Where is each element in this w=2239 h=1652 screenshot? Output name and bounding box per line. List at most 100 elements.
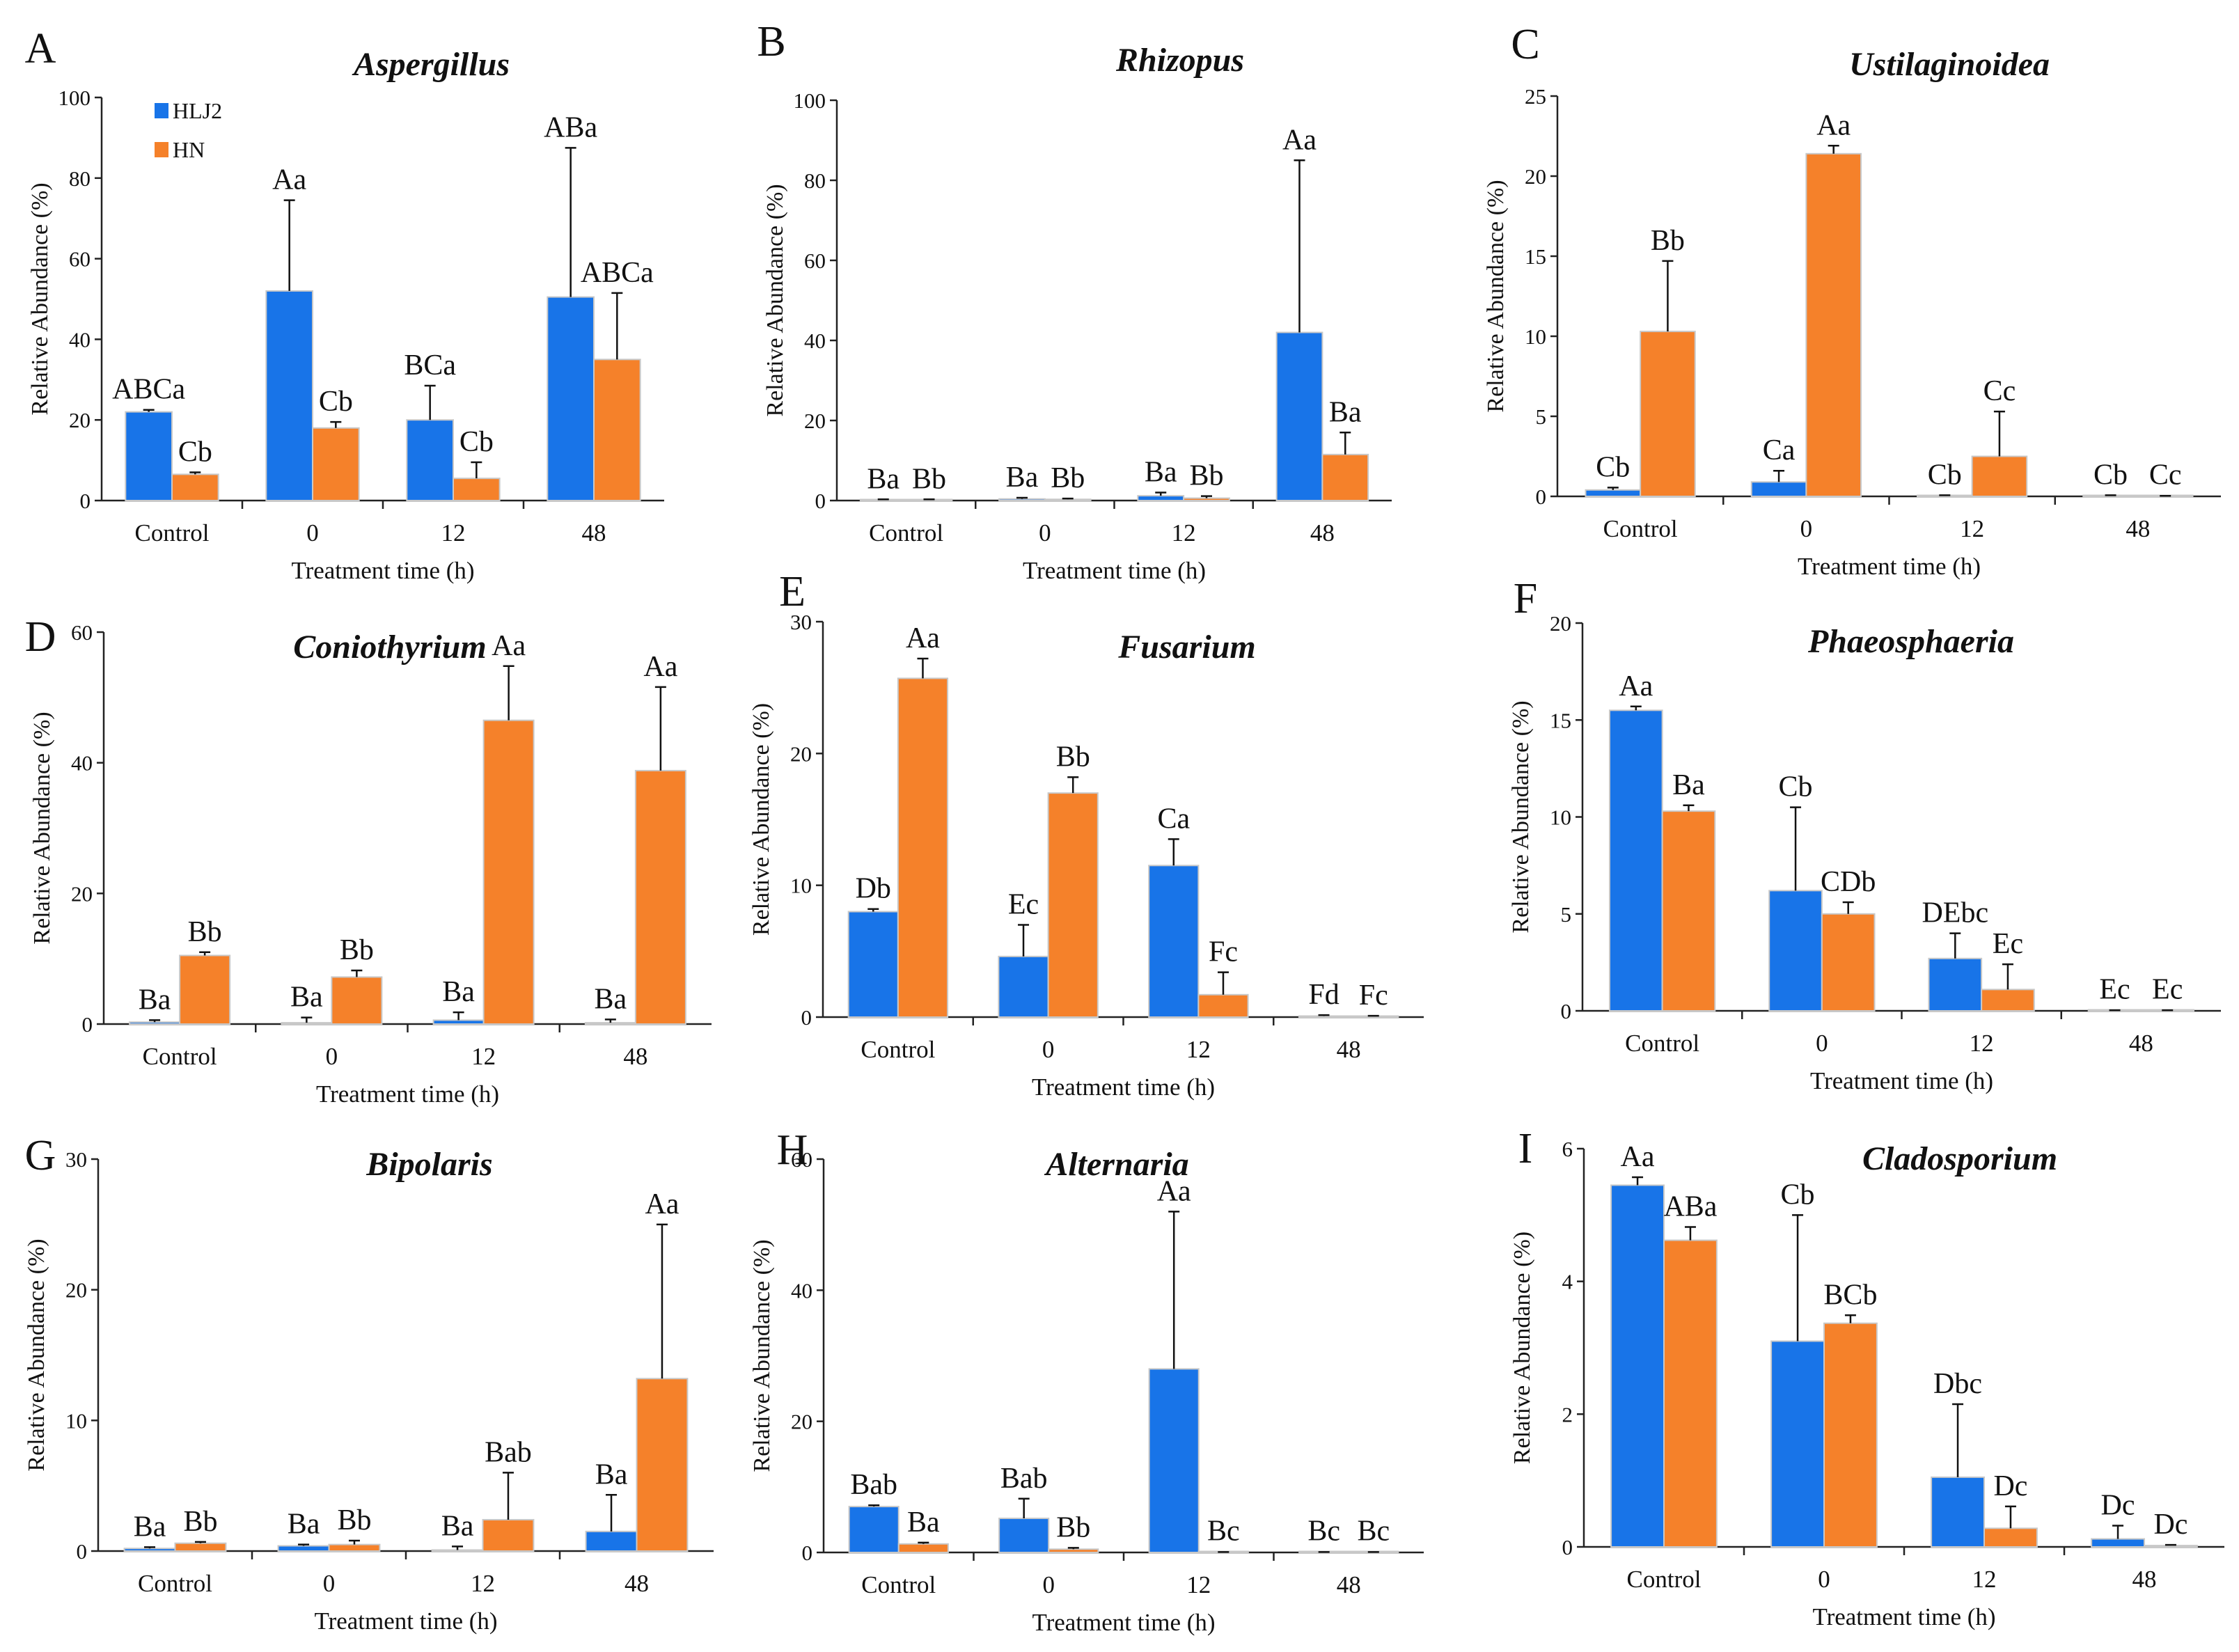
y-tick-label: 20 xyxy=(71,881,93,906)
y-tick-label: 30 xyxy=(790,610,812,634)
bar-hn xyxy=(1823,1322,1878,1548)
y-tick-label: 25 xyxy=(1525,84,1546,109)
y-tick-label: 40 xyxy=(69,327,91,352)
x-tick-label: 0 xyxy=(323,1570,336,1597)
significance-label: CDb xyxy=(1821,866,1876,898)
significance-label: Ba xyxy=(1145,457,1177,489)
bar-hlj2 xyxy=(1928,957,1983,1012)
x-tick-label: 48 xyxy=(624,1570,649,1597)
y-tick-label: 60 xyxy=(71,620,93,645)
significance-label: Fd xyxy=(1308,979,1339,1011)
y-axis-label: Relative Abundance (%) xyxy=(1508,700,1534,933)
x-tick-label: 48 xyxy=(623,1043,647,1070)
panel-g: G Bipolaris 0 10 20 30 Relative Abundance (%) C… xyxy=(24,1132,714,1635)
significance-label: Cc xyxy=(2149,459,2182,491)
significance-label: Aa xyxy=(1816,109,1851,141)
panel-letter: C xyxy=(1511,21,1539,68)
y-tick-label: 100 xyxy=(794,88,826,113)
bar-hn xyxy=(1661,810,1716,1012)
y-tick-label: 10 xyxy=(1550,805,1571,830)
significance-label: Cb xyxy=(1779,771,1813,803)
significance-label: ABCa xyxy=(112,374,185,406)
significance-label: Bc xyxy=(1207,1516,1240,1548)
x-tick-label: 12 xyxy=(1172,519,1196,546)
bar-hn xyxy=(312,427,360,502)
bar-hlj2 xyxy=(1148,865,1200,1018)
x-tick-label: 48 xyxy=(1337,1571,1361,1598)
panel-h: H Alternaria 0 20 40 60 Relative Abundance (%)… xyxy=(749,1126,1424,1636)
y-tick-label: 0 xyxy=(802,1541,813,1565)
significance-label: Bb xyxy=(340,934,374,966)
bar-hn xyxy=(1321,453,1369,501)
bar-hlj2 xyxy=(281,1022,333,1025)
bar-hn xyxy=(636,1378,689,1552)
x-tick-label: 0 xyxy=(1800,515,1813,542)
bar-hlj2 xyxy=(431,1549,484,1552)
bar-hn xyxy=(1971,455,2028,497)
significance-label: Ba xyxy=(1329,396,1362,428)
y-axis-label: Relative Abundance (%) xyxy=(748,703,774,936)
y-tick-label: 0 xyxy=(1561,999,1572,1023)
y-tick-label: 20 xyxy=(1525,164,1546,189)
x-tick-label: 48 xyxy=(1337,1036,1361,1063)
y-tick-label: 100 xyxy=(58,86,91,110)
y-tick-label: 0 xyxy=(80,489,91,513)
bar-hn xyxy=(593,359,641,501)
bar-hn xyxy=(634,769,686,1025)
significance-label: Ba xyxy=(290,982,323,1014)
significance-label: Ba xyxy=(595,983,627,1015)
bar-hn xyxy=(179,954,231,1025)
y-tick-label: 60 xyxy=(69,247,91,272)
significance-label: Ba xyxy=(139,984,171,1016)
y-tick-label: 20 xyxy=(69,408,91,432)
x-tick-label: Control xyxy=(135,519,210,546)
significance-label: Ba xyxy=(441,1510,474,1542)
panel-title: Fusarium xyxy=(1117,629,1255,666)
significance-label: Ba xyxy=(867,463,899,495)
significance-label: Ca xyxy=(1763,434,1796,466)
x-tick-label: 48 xyxy=(2132,1566,2157,1593)
x-tick-label: Control xyxy=(1627,1566,1702,1593)
y-axis-label: Relative Abundance (%) xyxy=(29,711,55,944)
bar-hlj2 xyxy=(848,1506,899,1553)
bar-hn xyxy=(1663,1239,1718,1548)
significance-label: ABa xyxy=(544,111,597,143)
y-tick-label: 40 xyxy=(71,751,93,776)
significance-label: Ec xyxy=(2152,974,2183,1006)
bar-hlj2 xyxy=(125,411,173,501)
significance-label: Cb xyxy=(178,436,212,468)
x-tick-label: Control xyxy=(143,1043,217,1070)
y-tick-label: 20 xyxy=(790,741,812,766)
significance-label: Ba xyxy=(134,1511,166,1543)
x-axis-label: Treatment time (h) xyxy=(1810,1067,1993,1094)
significance-label: BCa xyxy=(404,349,456,381)
y-tick-label: 40 xyxy=(791,1278,812,1303)
significance-label: Aa xyxy=(643,651,677,683)
bar-hlj2 xyxy=(129,1021,181,1025)
bar-hlj2 xyxy=(277,1545,330,1552)
y-axis-label: Relative Abundance (%) xyxy=(749,1239,775,1472)
y-tick-label: 80 xyxy=(804,168,826,193)
y-tick-label: 10 xyxy=(1525,324,1546,349)
bar-hn xyxy=(1197,993,1249,1018)
y-tick-label: 20 xyxy=(791,1410,812,1434)
legend-label: HN xyxy=(173,137,205,162)
y-axis-label: Relative Abundance (%) xyxy=(1483,180,1509,412)
bar-hn xyxy=(1805,152,1862,498)
bar-hlj2 xyxy=(1137,495,1185,501)
bar-hn xyxy=(1183,497,1230,501)
significance-label: Aa xyxy=(1619,670,1653,702)
bar-hn xyxy=(1048,1548,1099,1554)
bar-hlj2 xyxy=(1608,709,1663,1012)
x-tick-label: 48 xyxy=(582,519,606,546)
panel-title: Rhizopus xyxy=(1115,42,1244,79)
significance-label: Ec xyxy=(1993,928,2023,960)
panel-e: E Fusarium 0 10 20 30 Relative Abundance (%) Co… xyxy=(748,568,1424,1101)
bar-hlj2 xyxy=(998,955,1049,1018)
x-tick-label: 48 xyxy=(2126,515,2150,542)
significance-label: Cb xyxy=(319,386,353,418)
y-tick-label: 0 xyxy=(77,1539,88,1564)
panel-d: D Coniothyrium 0 20 40 60 Relative Abundance (… xyxy=(25,613,712,1108)
significance-label: BCb xyxy=(1823,1279,1877,1311)
panel-title: Phaeosphaeria xyxy=(1807,623,2014,660)
